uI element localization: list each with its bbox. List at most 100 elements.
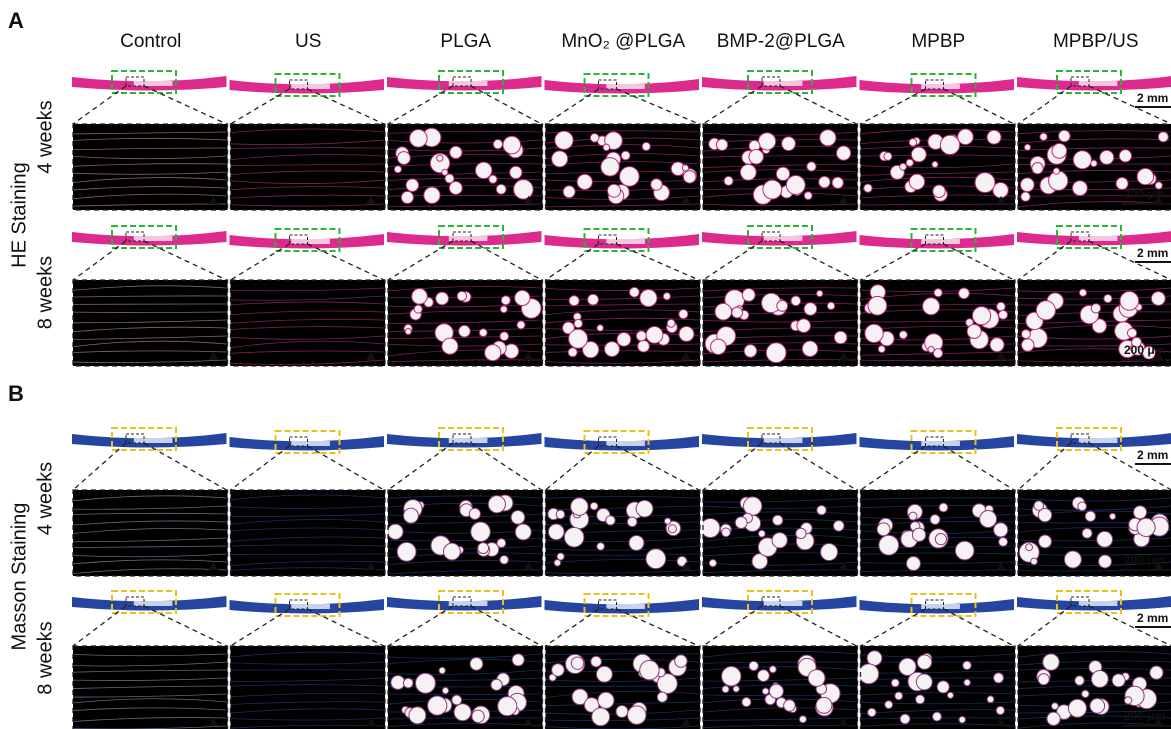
scaffold-pore <box>906 557 920 571</box>
scaffold-pore <box>1036 301 1055 320</box>
zoom-image <box>545 280 701 366</box>
zoom-connector <box>1018 443 1071 490</box>
scaffold-pore <box>997 302 1006 311</box>
scaffold-pore <box>967 324 981 338</box>
scaffold-pore <box>732 307 743 318</box>
figure: ControlUSPLGAMnO₂ @PLGABMP-2@PLGAMPBPMPB… <box>0 0 1171 729</box>
scaffold-pore <box>591 656 602 667</box>
scaffold-pore <box>909 174 924 189</box>
defect-gap <box>1079 236 1118 241</box>
defect-gap <box>606 84 645 89</box>
scaffold-pore <box>797 319 811 333</box>
scaffold-pore <box>1059 130 1071 142</box>
scaffold-pore <box>556 510 565 519</box>
scaffold-pore <box>493 140 502 149</box>
scaffold-pore <box>804 303 817 316</box>
zoom-image <box>387 124 543 210</box>
zoom-connector <box>944 89 1015 124</box>
scaffold-pore <box>638 340 650 352</box>
scaffold-pore <box>722 686 729 693</box>
scaffold-pore <box>503 136 521 154</box>
scaffold-pore <box>709 559 716 566</box>
scaffold-pore <box>791 296 801 306</box>
scale-label: 200 μm <box>1124 709 1165 723</box>
column-header: US <box>295 31 321 52</box>
zoom-background <box>231 280 386 366</box>
scaffold-pore <box>598 692 614 708</box>
scaffold-pore <box>469 508 480 519</box>
scaffold-pore <box>999 537 1008 546</box>
defect-gap <box>1079 438 1118 443</box>
zoom-connector <box>144 443 227 490</box>
scaffold-pore <box>867 651 882 666</box>
scaffold-pore <box>1078 502 1087 511</box>
scaffold-pore <box>1024 144 1030 150</box>
scaffold-pore <box>627 517 637 527</box>
scaffold-pore <box>636 500 653 517</box>
scaffold-pore <box>590 134 599 143</box>
scaffold-pore <box>821 543 838 560</box>
zoom-connector <box>703 606 762 646</box>
scaffold-pore <box>1133 506 1146 519</box>
scaffold-pore <box>782 137 796 151</box>
scaffold-pore <box>394 166 401 173</box>
scaffold-pore <box>569 296 579 306</box>
zoom-connector <box>144 606 227 646</box>
scaffold-pore <box>742 288 755 301</box>
scaffold-pore <box>1075 676 1084 685</box>
zoom-image <box>701 490 858 576</box>
scaffold-pore <box>403 678 413 688</box>
zoom-background <box>231 646 386 729</box>
scaffold-pore <box>715 303 732 320</box>
scaffold-pore <box>799 716 806 723</box>
scaffold-pore <box>510 166 522 178</box>
scaffold-pore <box>906 159 913 166</box>
zoom-image <box>72 280 228 366</box>
zoom-connector <box>1018 86 1071 124</box>
scaffold-pore <box>515 524 531 540</box>
zoom-image <box>230 280 386 366</box>
scaffold-pore <box>1110 513 1116 519</box>
scaffold-pore <box>554 560 561 567</box>
scaffold-pore <box>758 530 765 537</box>
column-header: Control <box>120 31 181 52</box>
scaffold-pore <box>514 180 534 200</box>
zoom-image <box>230 646 386 729</box>
zoom-image <box>545 490 701 576</box>
scaffold-pore <box>987 696 994 703</box>
zoom-image <box>860 280 1016 366</box>
scaffold-pore <box>912 528 925 541</box>
scale-label: 2 mm <box>1137 246 1168 260</box>
scaffold-pore <box>1099 555 1112 568</box>
scaffold-pore <box>405 328 411 334</box>
scaffold-pore <box>459 325 471 337</box>
scaffold-pore <box>776 167 789 180</box>
scaffold-pore <box>777 300 788 311</box>
scaffold-pore <box>574 319 582 327</box>
scaffold-pore <box>1119 150 1131 162</box>
scaffold-pore <box>994 523 1008 537</box>
scaffold-pore <box>629 287 639 297</box>
scaffold-pore <box>865 324 883 342</box>
scaffold-pore <box>515 290 530 305</box>
zoom-connector <box>780 86 857 124</box>
defect-gap <box>291 604 330 609</box>
scaffold-pore <box>478 543 489 554</box>
time-label: 4 weeks <box>34 462 56 535</box>
zoom-connector <box>617 244 700 280</box>
zoom-image <box>702 280 858 366</box>
scaffold-pore <box>958 129 974 145</box>
defect-gap <box>764 438 803 443</box>
column-header: MPBP/US <box>1053 31 1139 52</box>
zoom-connector <box>471 86 542 124</box>
panel-label: B <box>8 381 24 406</box>
panel-label: A <box>8 8 24 33</box>
zoom-connector <box>73 241 126 280</box>
zoom-image <box>859 646 1015 729</box>
scaffold-pore <box>769 684 783 698</box>
scaffold-pore <box>742 698 751 707</box>
scaffold-pore <box>987 130 1001 144</box>
zoom-connector <box>617 609 700 646</box>
scaffold-pore <box>963 661 971 669</box>
defect-gap <box>921 604 960 609</box>
